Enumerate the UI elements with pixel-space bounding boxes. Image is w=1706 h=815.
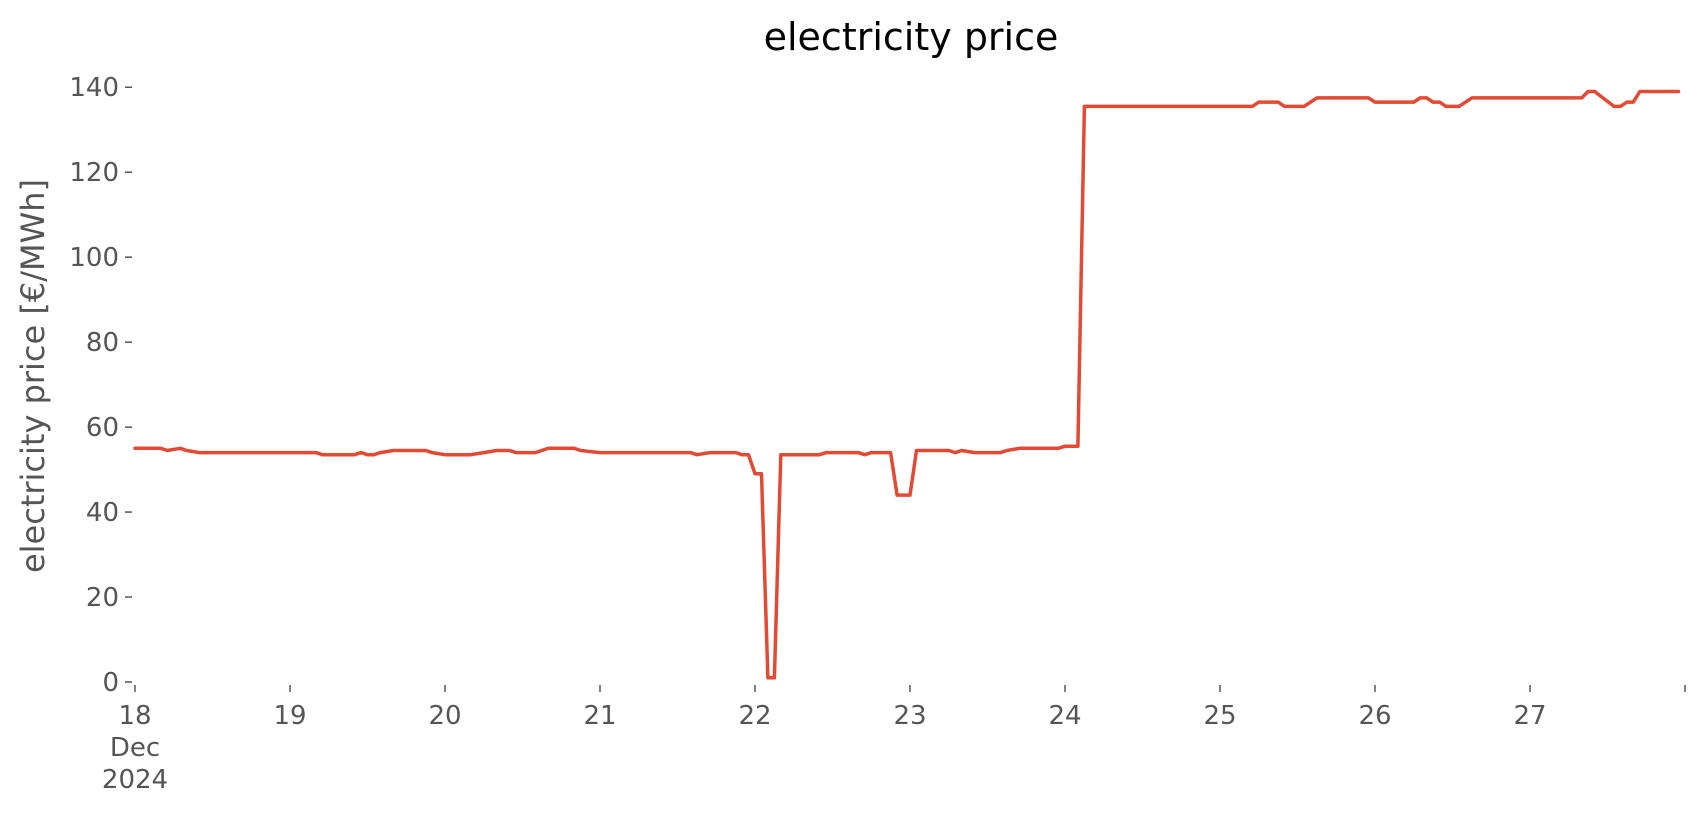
x-tick-label: 27 [1513, 701, 1546, 731]
y-tick-label: 20 [86, 583, 119, 613]
x-tick-label: 21 [583, 701, 616, 731]
x-tick-label: 2024 [102, 765, 168, 795]
y-tick-label: 0 [102, 668, 119, 698]
y-axis-label: electricity price [€/MWh] [14, 179, 52, 573]
chart-title: electricity price [764, 15, 1059, 59]
y-tick-label: 80 [86, 328, 119, 358]
y-tick-label: 100 [69, 243, 119, 273]
y-tick-label: 140 [69, 73, 119, 103]
y-tick-label: 60 [86, 413, 119, 443]
x-tick-label: 23 [893, 701, 926, 731]
price-series-line [133, 89, 1681, 680]
x-tick-label: 18 [118, 701, 151, 731]
y-tick-label: 40 [86, 498, 119, 528]
x-tick-label: 24 [1048, 701, 1081, 731]
x-tick-label: 25 [1203, 701, 1236, 731]
x-tick-label: 20 [428, 701, 461, 731]
x-tick-label: 26 [1358, 701, 1391, 731]
y-tick-label: 120 [69, 158, 119, 188]
x-tick-label: 22 [738, 701, 771, 731]
plot-area [133, 89, 1681, 680]
y-axis: 0 20 40 60 80 100 120 140 [69, 73, 132, 698]
x-tick-label: 19 [273, 701, 306, 731]
x-tick-label: Dec [110, 733, 160, 763]
